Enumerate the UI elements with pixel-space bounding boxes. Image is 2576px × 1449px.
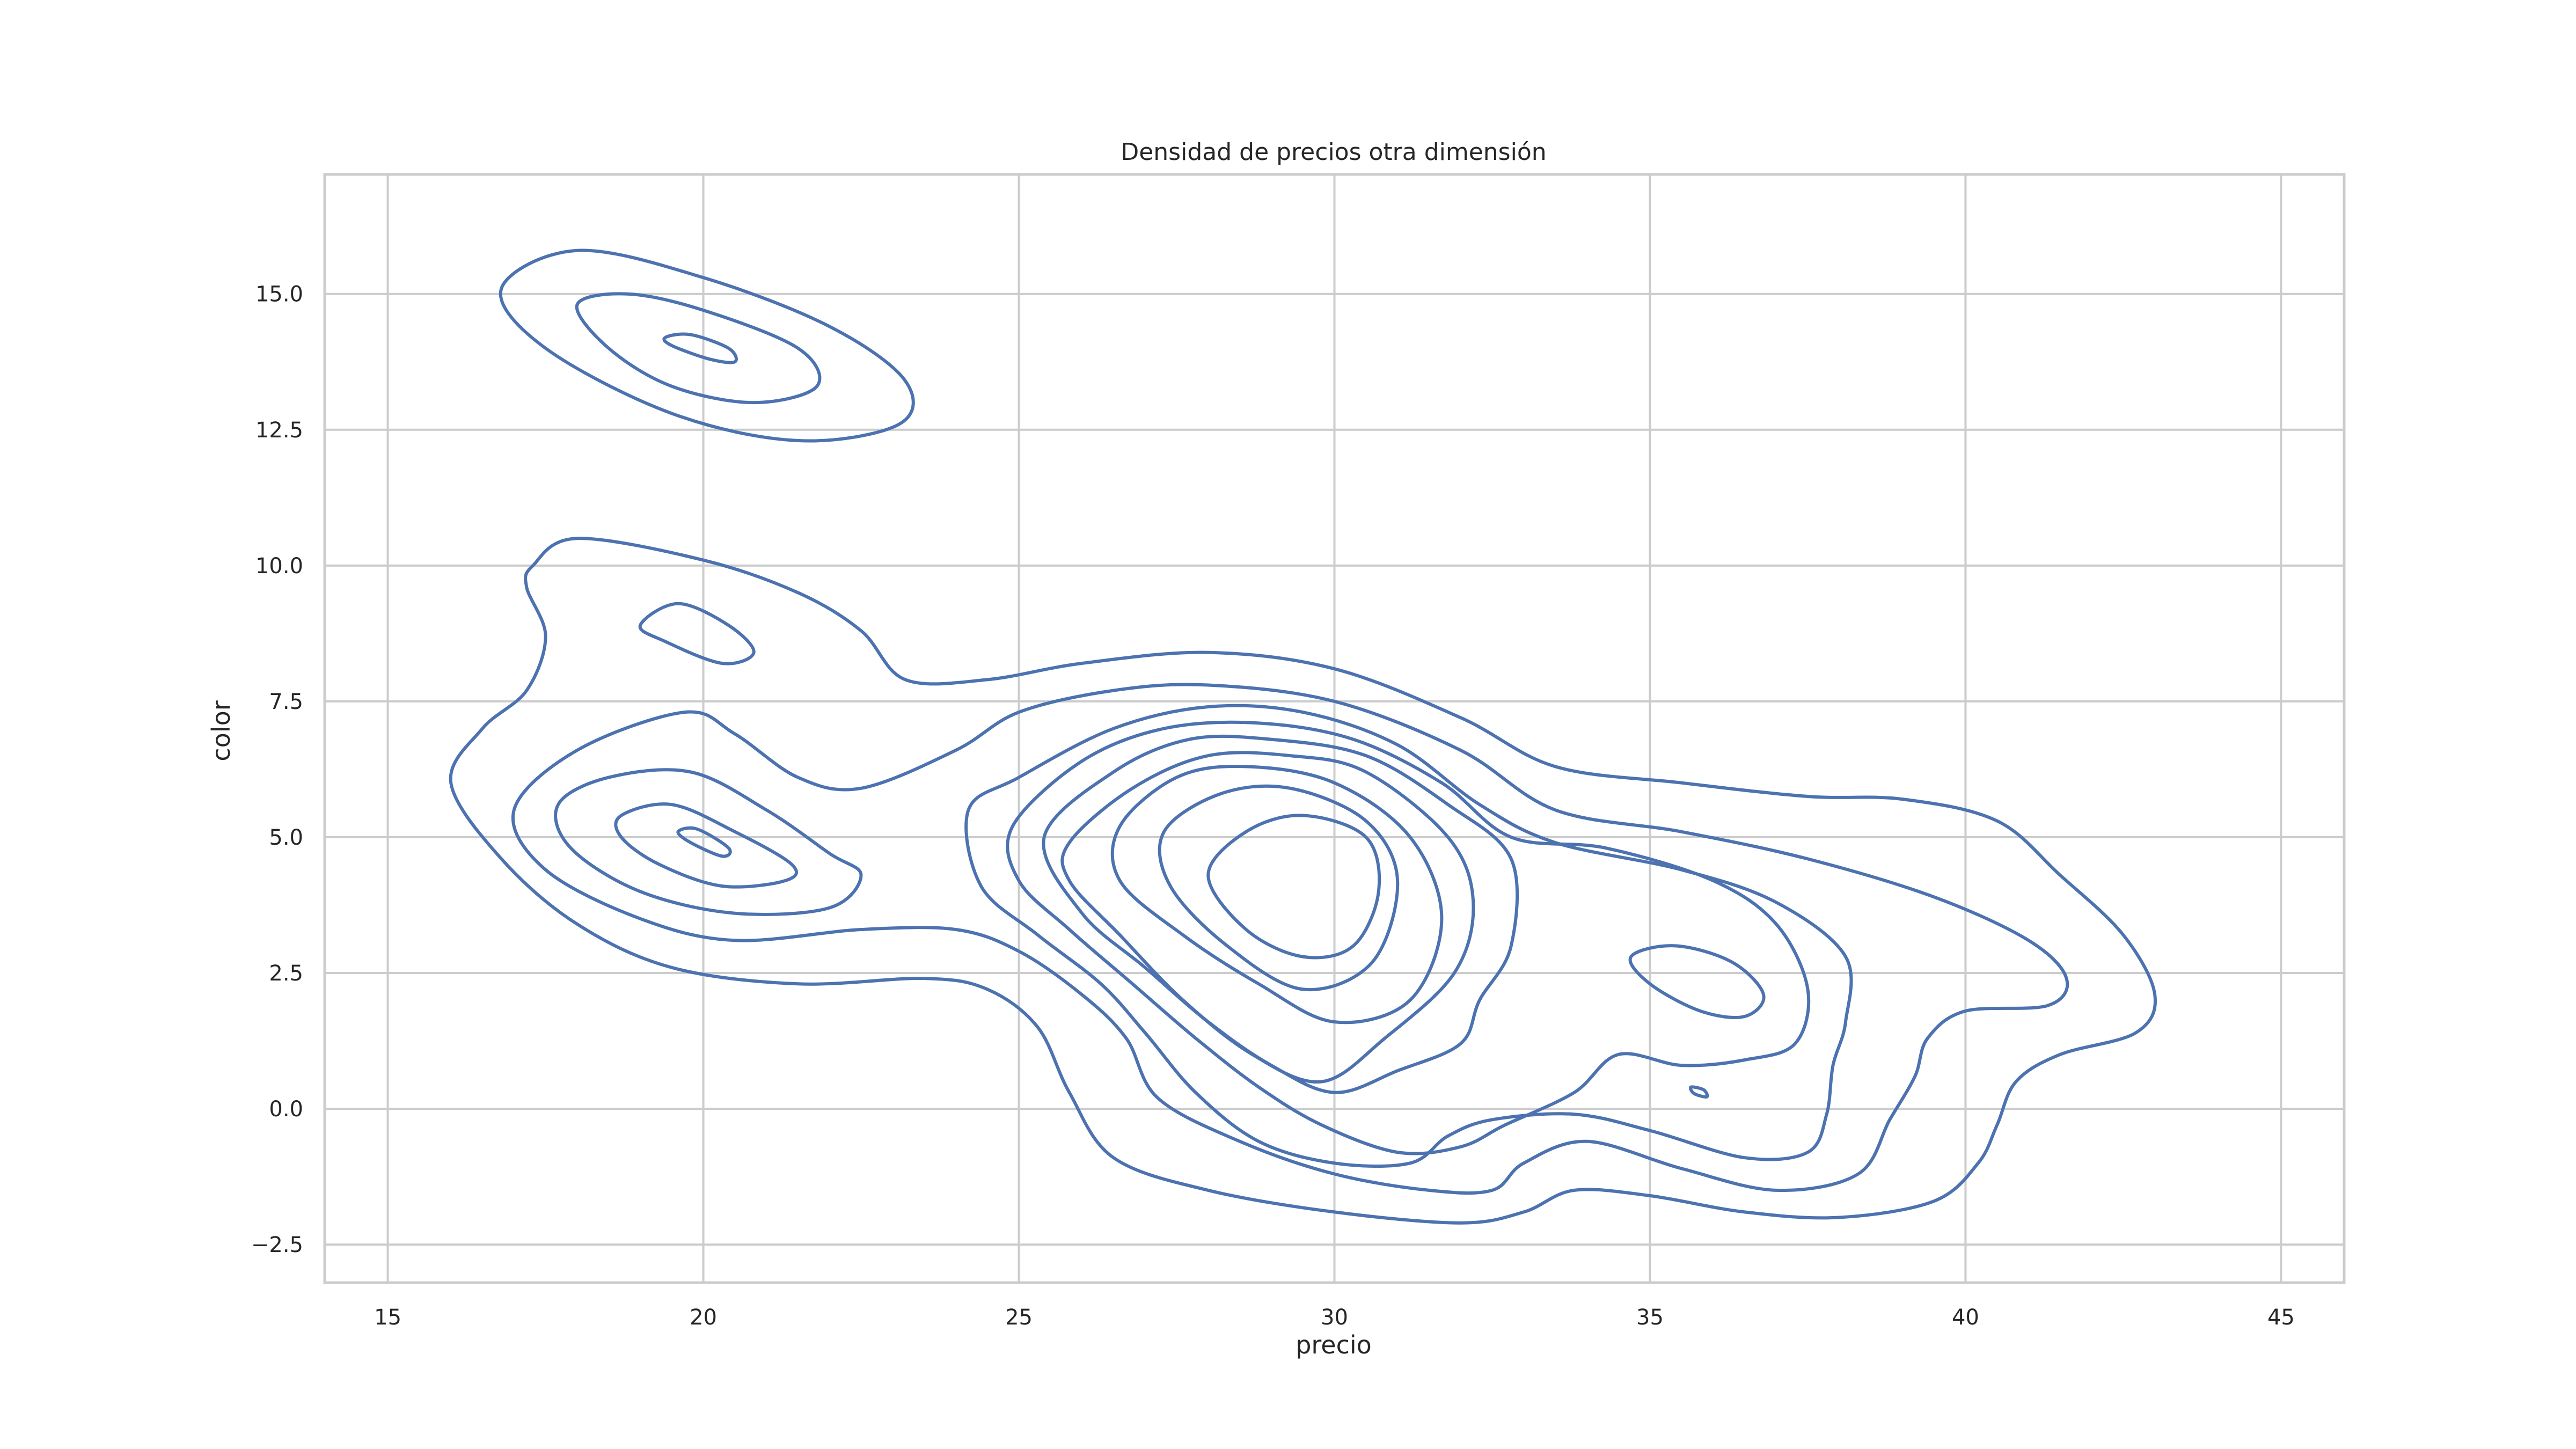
plot-frame: [323, 173, 2346, 1284]
contour-line-level-3: [554, 768, 863, 916]
y-tick-label: 7.5: [269, 690, 303, 714]
y-tick-labels: −2.5 0.0 2.5 5.0 7.5 10.0 12.5 15.0: [251, 282, 303, 1257]
x-tick-label: 30: [1321, 1305, 1348, 1330]
contour-line-level-3: [662, 332, 738, 364]
contour-line-level-1: [499, 248, 915, 443]
x-tick-labels: 15 20 25 30 35 40 45: [374, 1305, 2295, 1330]
x-axis-label: precio: [1296, 1330, 1372, 1359]
contour-line-level-8: [1158, 784, 1400, 992]
contour-line-level-1: [449, 537, 2157, 1225]
contour-line-level-7: [1110, 765, 1444, 1024]
chart-title: Densidad de precios otra dimensión: [1121, 138, 1546, 166]
y-tick-label: 10.0: [255, 554, 303, 579]
y-tick-label: 15.0: [255, 282, 303, 307]
contour-line-level-6: [1628, 944, 1766, 1019]
contour-line-level-2: [638, 602, 756, 665]
x-tick-label: 35: [1636, 1305, 1664, 1330]
y-tick-label: 0.0: [269, 1097, 303, 1122]
contour-line-level-9: [1206, 814, 1381, 960]
y-axis-label: color: [207, 700, 236, 761]
contour-line-level-4: [614, 802, 799, 889]
contour-line-level-5: [676, 826, 732, 858]
y-tick-label: −2.5: [251, 1233, 303, 1257]
grid-lines: [325, 174, 2344, 1283]
y-tick-label: 5.0: [269, 825, 303, 850]
contour-line-level-5: [1042, 734, 1519, 1094]
x-tick-label: 20: [690, 1305, 717, 1330]
y-tick-label: 2.5: [269, 961, 303, 986]
contour-line-level-6: [1060, 751, 1475, 1084]
y-tick-label: 12.5: [255, 418, 303, 443]
contour-line-level-3: [964, 704, 1853, 1168]
x-tick-label: 40: [1952, 1305, 1979, 1330]
x-tick-label: 15: [374, 1305, 401, 1330]
contour-line-level-7: [1688, 1085, 1709, 1099]
contour-line-level-2: [575, 292, 822, 405]
x-tick-label: 45: [2267, 1305, 2295, 1330]
density-contours: [449, 248, 2157, 1225]
contour-line-level-4: [1006, 720, 1811, 1155]
contour-line-level-2: [511, 683, 2069, 1195]
x-tick-label: 25: [1005, 1305, 1033, 1330]
